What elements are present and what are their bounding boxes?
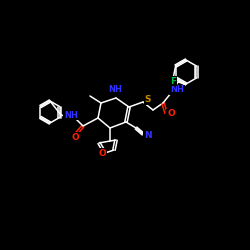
Text: O: O <box>167 110 175 118</box>
Text: S: S <box>145 96 151 104</box>
Text: NH: NH <box>170 86 184 94</box>
Text: O: O <box>98 148 106 158</box>
Text: NH: NH <box>64 110 78 120</box>
Text: F: F <box>170 76 177 86</box>
Text: N: N <box>144 130 152 140</box>
Text: O: O <box>71 132 79 141</box>
Text: NH: NH <box>108 86 122 94</box>
